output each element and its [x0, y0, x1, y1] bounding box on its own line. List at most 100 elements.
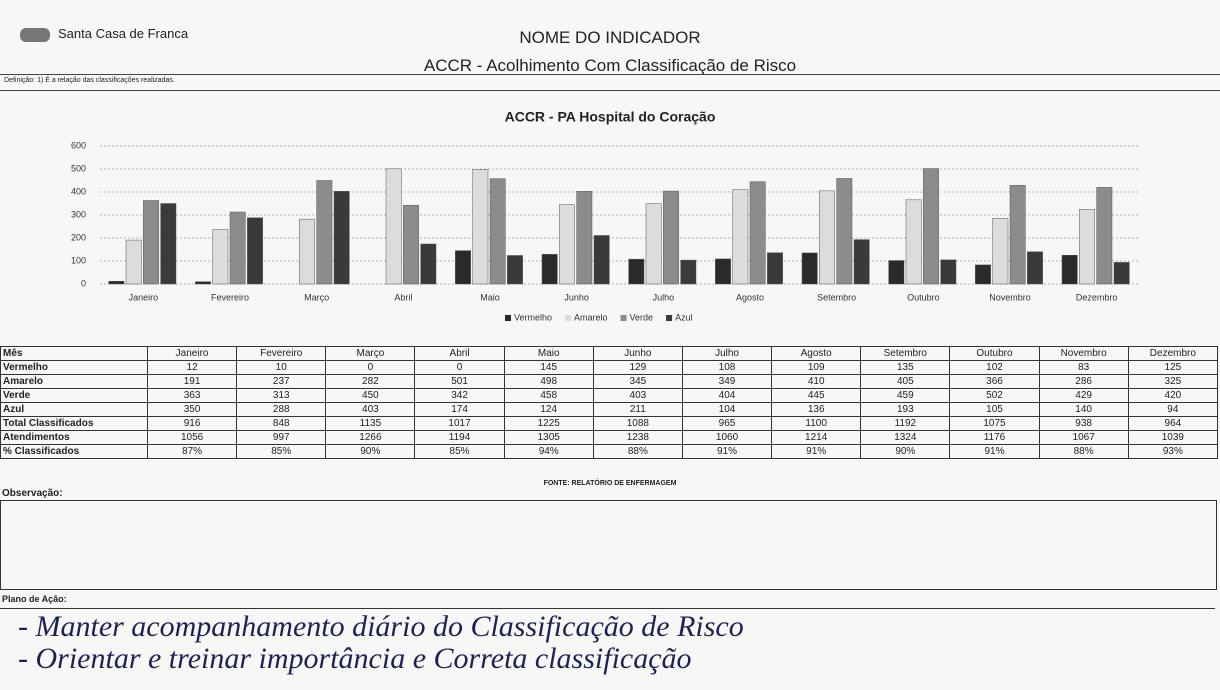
bar	[715, 258, 731, 285]
bar	[507, 255, 523, 285]
table-cell: 410	[771, 374, 862, 389]
bar	[385, 168, 402, 285]
legend-label: Azul	[675, 312, 693, 322]
bar	[1079, 209, 1095, 285]
bar	[836, 178, 853, 285]
table-cell: 1075	[949, 416, 1040, 431]
table-cell: 458	[503, 388, 594, 403]
header-cell: Outubro	[949, 346, 1040, 361]
bar	[143, 200, 159, 285]
table-cell: 286	[1038, 374, 1129, 389]
table-cell: 1067	[1038, 430, 1129, 445]
observation-label: Observação:	[2, 488, 63, 499]
table-cell: 288	[236, 402, 327, 417]
bar	[420, 243, 437, 285]
table-cell: 91%	[681, 444, 773, 459]
table-cell: 93%	[1127, 444, 1219, 459]
bar	[593, 235, 610, 285]
table-cell: 104	[681, 402, 773, 417]
bar	[403, 205, 419, 285]
chart-title: ACCR - PA Hospital do Coração	[505, 109, 716, 125]
table-cell: 91%	[771, 444, 862, 459]
bar	[108, 280, 125, 285]
x-tick-label: Abril	[394, 292, 412, 302]
table-cell: 502	[949, 388, 1040, 403]
table-cell: 420	[1127, 388, 1219, 403]
y-tick-label: 300	[71, 209, 86, 219]
y-tick-label: 500	[71, 163, 86, 173]
bar	[559, 204, 575, 285]
table-row: Verde 363 313 450 342 458 403 404 445 459 502 429 42…	[0, 388, 1219, 403]
table-cell: 282	[325, 374, 416, 389]
bar	[1009, 185, 1026, 285]
bar	[1027, 251, 1043, 285]
bar	[628, 258, 645, 285]
bar	[212, 229, 229, 285]
legend-label: Vermelho	[514, 312, 552, 322]
table-cell: 429	[1038, 388, 1129, 403]
bar	[472, 169, 489, 285]
table-cell: 1238	[592, 430, 683, 445]
table-cell: 211	[592, 402, 683, 417]
table-cell: Amarelo	[0, 374, 148, 389]
x-tick-label: Setembro	[817, 292, 856, 302]
legend-label: Verde	[630, 312, 654, 322]
bar	[299, 218, 315, 285]
header-cell: Janeiro	[146, 346, 238, 361]
table-cell: % Classificados	[0, 444, 148, 459]
bar	[247, 217, 263, 285]
table-cell: 193	[860, 402, 951, 417]
bar	[888, 260, 905, 285]
table-cell: 191	[146, 374, 238, 389]
bar	[940, 259, 957, 285]
table-cell: 10	[236, 360, 327, 375]
y-tick-label: 400	[71, 186, 86, 196]
table-cell: 349	[681, 374, 773, 389]
y-tick-label: 200	[71, 232, 86, 242]
table-row: Amarelo 191 237 282 501 498 345 349 410 405 366 286…	[0, 374, 1219, 389]
x-tick-label: Maio	[480, 292, 500, 302]
table-cell: 1225	[503, 416, 594, 431]
table-cell: 109	[771, 360, 862, 375]
bar	[923, 168, 939, 285]
bar	[489, 178, 506, 285]
title: NOME DO INDICADOR	[519, 28, 701, 47]
header-row: Mês Janeiro Fevereiro Março Abril Maio Junho Ju…	[0, 346, 1219, 361]
bar	[663, 190, 679, 285]
table-cell: Azul	[0, 402, 148, 417]
table-cell: 1305	[503, 430, 594, 445]
table-cell: 94	[1127, 402, 1219, 417]
table-cell: 345	[592, 374, 683, 389]
table-cell: 997	[236, 430, 327, 445]
table-cell: 1135	[325, 416, 416, 431]
table-cell: 1194	[414, 430, 505, 445]
table-cell: 108	[681, 360, 773, 375]
rule	[0, 74, 1220, 75]
bar	[160, 203, 177, 285]
bar	[975, 264, 991, 285]
bar	[905, 199, 922, 285]
table-cell: 1192	[860, 416, 951, 431]
bar	[1096, 187, 1113, 285]
table-cell: 1017	[414, 416, 505, 431]
bar	[195, 281, 211, 285]
table-cell: 403	[592, 388, 683, 403]
table-cell: 90%	[325, 444, 416, 459]
action-line: - Orientar e treinar importância e Corre…	[18, 642, 692, 675]
bar	[749, 181, 766, 285]
table-cell: 1060	[681, 430, 773, 445]
header-cell: Março	[325, 346, 416, 361]
bar	[455, 250, 471, 285]
header-cell: Setembro	[860, 346, 951, 361]
table-cell: 459	[860, 388, 951, 403]
bar	[1061, 255, 1078, 285]
table-cell: 124	[503, 402, 594, 417]
header-cell: Mês	[0, 346, 148, 361]
y-tick-label: 0	[81, 278, 86, 288]
table-cell: 87%	[146, 444, 238, 459]
table-cell: 88%	[592, 444, 683, 459]
table-row: Azul 350 288 403 174 124 211 104 136 193 105 140 94	[0, 402, 1219, 417]
x-tick-label: Junho	[564, 292, 589, 302]
action-label: Plano de Ação:	[2, 594, 67, 604]
